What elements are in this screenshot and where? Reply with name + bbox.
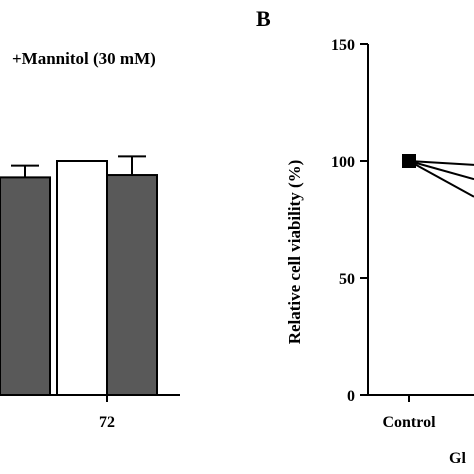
panel-b-axes: 0 50 100 150 — [331, 37, 474, 405]
data-point-marker — [402, 154, 416, 168]
panel-b-x-axis-label: Gl — [449, 450, 466, 467]
panel-b-letter: B — [256, 6, 271, 31]
panel-b-y-axis-label: Relative cell viability (%) — [285, 160, 304, 345]
bar — [56, 160, 108, 396]
series-line — [408, 160, 474, 198]
bar — [106, 174, 158, 396]
panel-b-y-tick-label: 50 — [339, 271, 355, 288]
panel-a: +Mannitol (30 mM) 72 — [0, 49, 180, 431]
panel-b-lines — [402, 154, 474, 198]
panel-a-x-tick-label: 72 — [99, 414, 115, 431]
series-line — [408, 160, 474, 166]
panel-a-bars — [0, 155, 158, 396]
series-line — [408, 160, 474, 181]
panel-b-y-tick-label: 150 — [331, 37, 355, 54]
panel-b-y-tick-label: 100 — [331, 154, 355, 171]
panel-b-y-tick-label: 0 — [347, 388, 355, 405]
panel-a-title: +Mannitol (30 mM) — [12, 49, 156, 68]
bar — [0, 176, 51, 396]
panel-b-x-tick-label: Control — [382, 414, 436, 431]
panel-b: B Relative cell viability (%) 050100150 … — [256, 6, 474, 467]
